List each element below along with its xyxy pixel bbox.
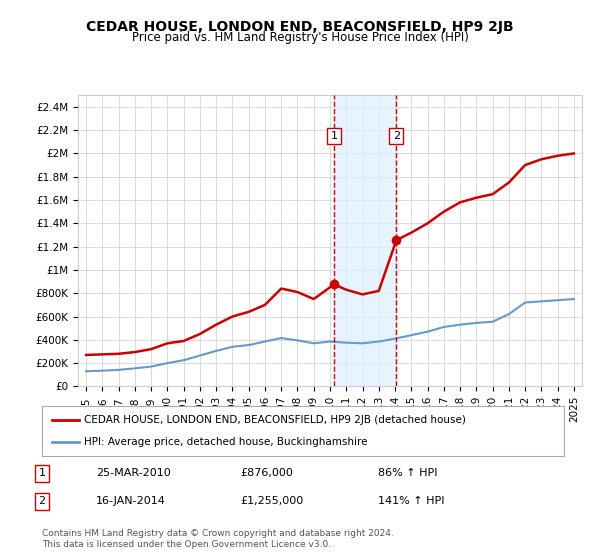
Text: 2: 2 xyxy=(38,496,46,506)
Text: 86% ↑ HPI: 86% ↑ HPI xyxy=(378,468,437,478)
Text: 1: 1 xyxy=(331,131,338,141)
Text: CEDAR HOUSE, LONDON END, BEACONSFIELD, HP9 2JB: CEDAR HOUSE, LONDON END, BEACONSFIELD, H… xyxy=(86,20,514,34)
Text: Price paid vs. HM Land Registry's House Price Index (HPI): Price paid vs. HM Land Registry's House … xyxy=(131,31,469,44)
Text: 25-MAR-2010: 25-MAR-2010 xyxy=(96,468,171,478)
Text: 16-JAN-2014: 16-JAN-2014 xyxy=(96,496,166,506)
Bar xyxy=(334,95,397,386)
Text: HPI: Average price, detached house, Buckinghamshire: HPI: Average price, detached house, Buck… xyxy=(84,437,367,447)
Text: 2: 2 xyxy=(393,131,400,141)
Text: CEDAR HOUSE, LONDON END, BEACONSFIELD, HP9 2JB (detached house): CEDAR HOUSE, LONDON END, BEACONSFIELD, H… xyxy=(84,415,466,425)
Text: £1,255,000: £1,255,000 xyxy=(240,496,303,506)
Text: Contains HM Land Registry data © Crown copyright and database right 2024.
This d: Contains HM Land Registry data © Crown c… xyxy=(42,529,394,549)
Text: £876,000: £876,000 xyxy=(240,468,293,478)
Text: 141% ↑ HPI: 141% ↑ HPI xyxy=(378,496,445,506)
Text: 1: 1 xyxy=(38,468,46,478)
